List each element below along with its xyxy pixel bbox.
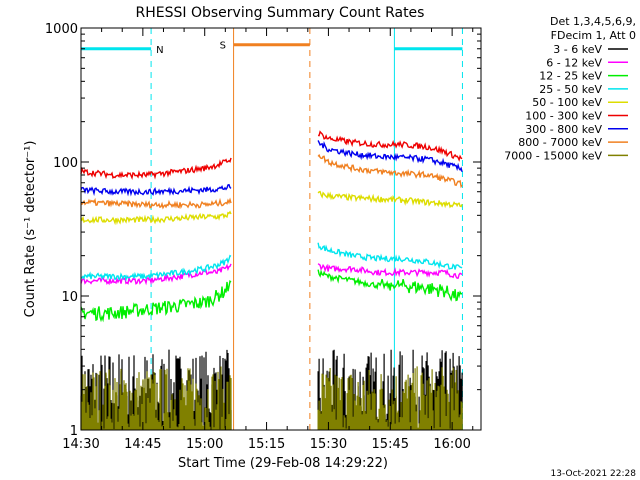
series-segment-1: [317, 153, 463, 189]
x-tick-label-1: 14:45: [124, 437, 161, 452]
series-6-12-kev: [80, 263, 463, 286]
footer-date: 13-Oct-2021 22:28: [551, 469, 637, 479]
legend-entry-8: 7000 - 15000 keV: [504, 149, 602, 162]
x-tick-label-2: 15:00: [186, 437, 223, 452]
legend-entry-3: 25 - 50 keV: [539, 83, 602, 96]
legend-entry-6: 300 - 800 keV: [525, 123, 602, 136]
series-segment-0: [80, 254, 232, 282]
plot-frame: [80, 27, 482, 431]
x-tick-label-0: 14:30: [62, 437, 99, 452]
y-tick-label-1: 10: [61, 290, 78, 305]
x-tick-label-5: 15:45: [372, 437, 409, 452]
marker-label-S: S: [220, 41, 226, 52]
y-tick-label-3: 1000: [45, 22, 78, 37]
series-segment-1: [317, 190, 463, 209]
y-axis-label: Count Rate (s⁻¹ detector⁻¹): [23, 141, 38, 318]
series-segment-0: [80, 197, 232, 210]
legend-entry-2: 12 - 25 keV: [539, 70, 602, 83]
series-segment-0: [80, 183, 232, 197]
series-800-7000-kev: [80, 153, 463, 210]
series-segment-0: [80, 279, 232, 323]
y-tick-label-0: 1: [70, 424, 78, 439]
series-segment-0: [80, 210, 232, 226]
y-tick-label-2: 100: [53, 156, 78, 171]
x-tick-label-4: 15:30: [310, 437, 347, 452]
legend-header-line-2: FDecim 1, Att 0: [551, 29, 636, 42]
series-segment-1: [317, 140, 463, 172]
legend-entry-5: 100 - 300 keV: [525, 110, 602, 123]
series-300-800-kev: [80, 140, 463, 197]
series-25-50-kev: [80, 242, 463, 282]
series-segment-1: [317, 242, 463, 270]
legend-entry-7: 800 - 7000 keV: [518, 136, 602, 149]
series-50-100-kev: [80, 190, 463, 226]
series-segment-1: [317, 263, 463, 279]
chart-title: RHESSI Observing Summary Count Rates: [136, 5, 425, 21]
series-segment-0: [80, 157, 232, 180]
legend-entry-0: 3 - 6 keV: [553, 43, 602, 56]
series-12-25-kev: [80, 269, 463, 323]
series-segment-1: [317, 366, 463, 430]
legend-entry-1: 6 - 12 keV: [546, 56, 602, 69]
legend-header-line-1: Det 1,3,4,5,6,9,: [550, 15, 636, 28]
series-7000-15000-kev: [80, 366, 463, 430]
x-tick-label-3: 15:15: [248, 437, 285, 452]
legend-entry-4: 50 - 100 keV: [532, 96, 602, 109]
marker-label-N: N: [156, 45, 163, 56]
series-segment-1: [317, 130, 463, 162]
x-tick-label-6: 16:00: [433, 437, 470, 452]
series-segment-0: [80, 263, 232, 286]
axis-ticks: 14:30 14:45 15:00 15:15 15:30 15:45 16:00 1 10 10…: [45, 22, 481, 452]
x-axis-label: Start Time (29-Feb-08 14:29:22): [178, 456, 388, 471]
series-segment-1: [317, 269, 463, 302]
series-100-300-kev: [80, 130, 463, 180]
